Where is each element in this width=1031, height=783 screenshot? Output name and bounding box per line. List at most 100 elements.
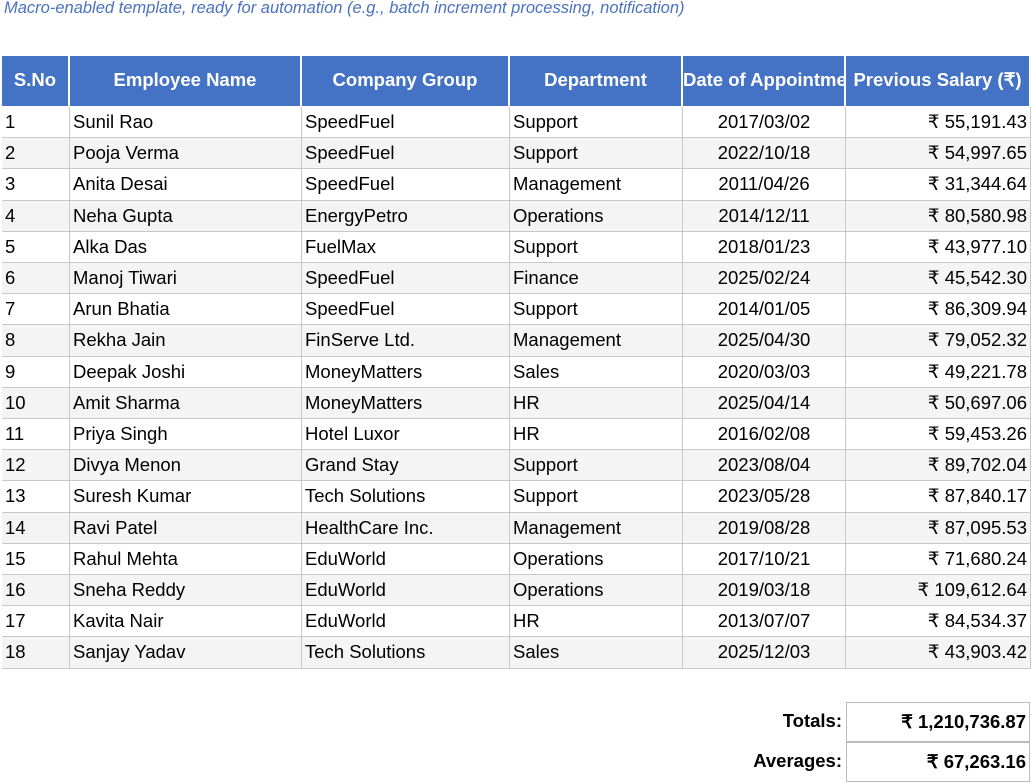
table-cell: 9 [2,356,70,388]
table-cell: 2017/03/02 [683,107,846,139]
table-cell: 2023/08/04 [683,450,846,482]
table-cell: Sneha Reddy [70,575,302,607]
table-cell: Tech Solutions [302,637,510,669]
table-cell: 2025/02/24 [683,263,846,295]
table-cell: 13 [2,481,70,513]
table-cell: Support [510,231,683,263]
table-cell: FuelMax [302,231,510,263]
column-header: S.No [2,56,70,106]
table-cell: Amit Sharma [70,387,302,419]
table-cell: 2025/12/03 [683,637,846,669]
table-cell: ₹ 55,191.43 [846,107,1031,139]
table-cell: ₹ 79,052.32 [846,325,1031,357]
column-header: Date of Appointment [683,56,846,106]
table-cell: Management [510,325,683,357]
table-cell: Management [510,512,683,544]
table-cell: 11 [2,419,70,451]
table-cell: Neha Gupta [70,200,302,232]
summary-value: ₹ 67,263.16 [846,742,1030,782]
table-cell: Support [510,107,683,139]
table-cell: Support [510,138,683,170]
table-cell: ₹ 87,840.17 [846,481,1031,513]
table-cell: EnergyPetro [302,200,510,232]
table-cell: 2016/02/08 [683,419,846,451]
table-cell: Operations [510,200,683,232]
table-cell: Suresh Kumar [70,481,302,513]
table-cell: 2025/04/14 [683,387,846,419]
table-cell: 2019/08/28 [683,512,846,544]
table-cell: ₹ 109,612.64 [846,575,1031,607]
table-cell: Rekha Jain [70,325,302,357]
table-cell: SpeedFuel [302,169,510,201]
table-cell: Tech Solutions [302,481,510,513]
column-header: Department [510,56,683,106]
table-cell: Sales [510,637,683,669]
table-cell: Deepak Joshi [70,356,302,388]
table-cell: 16 [2,575,70,607]
table-cell: 7 [2,294,70,326]
table-cell: 15 [2,543,70,575]
column-header: Previous Salary (₹) [846,56,1031,106]
table-cell: HR [510,419,683,451]
table-cell: Anita Desai [70,169,302,201]
table-cell: MoneyMatters [302,387,510,419]
table-cell: Manoj Tiwari [70,263,302,295]
table-cell: ₹ 54,997.65 [846,138,1031,170]
table-cell: 2017/10/21 [683,543,846,575]
table-cell: 2022/10/18 [683,138,846,170]
table-cell: Priya Singh [70,419,302,451]
table-cell: 1 [2,107,70,139]
table-cell: 10 [2,387,70,419]
table-cell: ₹ 43,977.10 [846,231,1031,263]
table-cell: Sunil Rao [70,107,302,139]
table-cell: EduWorld [302,543,510,575]
table-cell: 6 [2,263,70,295]
table-cell: Alka Das [70,231,302,263]
table-cell: Rahul Mehta [70,543,302,575]
table-cell: Kavita Nair [70,606,302,638]
column-header: Company Group [302,56,510,106]
table-cell: 2018/01/23 [683,231,846,263]
table-cell: EduWorld [302,606,510,638]
table-cell: MoneyMatters [302,356,510,388]
table-cell: HR [510,387,683,419]
summary-value: ₹ 1,210,736.87 [846,702,1030,742]
table-cell: 2014/01/05 [683,294,846,326]
column-header: Employee Name [70,56,302,106]
table-cell: 8 [2,325,70,357]
table-cell: Support [510,294,683,326]
table-cell: 17 [2,606,70,638]
table-cell: Finance [510,263,683,295]
table-cell: SpeedFuel [302,263,510,295]
table-cell: ₹ 43,903.42 [846,637,1031,669]
table-cell: 14 [2,512,70,544]
table-cell: Operations [510,575,683,607]
table-cell: Management [510,169,683,201]
table-cell: ₹ 86,309.94 [846,294,1031,326]
table-cell: Sanjay Yadav [70,637,302,669]
table-cell: Support [510,481,683,513]
table-cell: 18 [2,637,70,669]
table-cell: Hotel Luxor [302,419,510,451]
table-cell: 2013/07/07 [683,606,846,638]
table-cell: 4 [2,200,70,232]
table-cell: 2014/12/11 [683,200,846,232]
table-cell: EduWorld [302,575,510,607]
table-cell: 2025/04/30 [683,325,846,357]
table-cell: 12 [2,450,70,482]
table-cell: 5 [2,231,70,263]
table-cell: ₹ 80,580.98 [846,200,1031,232]
table-cell: 2 [2,138,70,170]
table-cell: Sales [510,356,683,388]
table-cell: HealthCare Inc. [302,512,510,544]
table-cell: Operations [510,543,683,575]
table-cell: ₹ 45,542.30 [846,263,1031,295]
table-cell: SpeedFuel [302,294,510,326]
table-cell: Support [510,450,683,482]
table-cell: ₹ 31,344.64 [846,169,1031,201]
table-cell: FinServe Ltd. [302,325,510,357]
table-cell: Grand Stay [302,450,510,482]
table-cell: 2020/03/03 [683,356,846,388]
table-cell: Ravi Patel [70,512,302,544]
